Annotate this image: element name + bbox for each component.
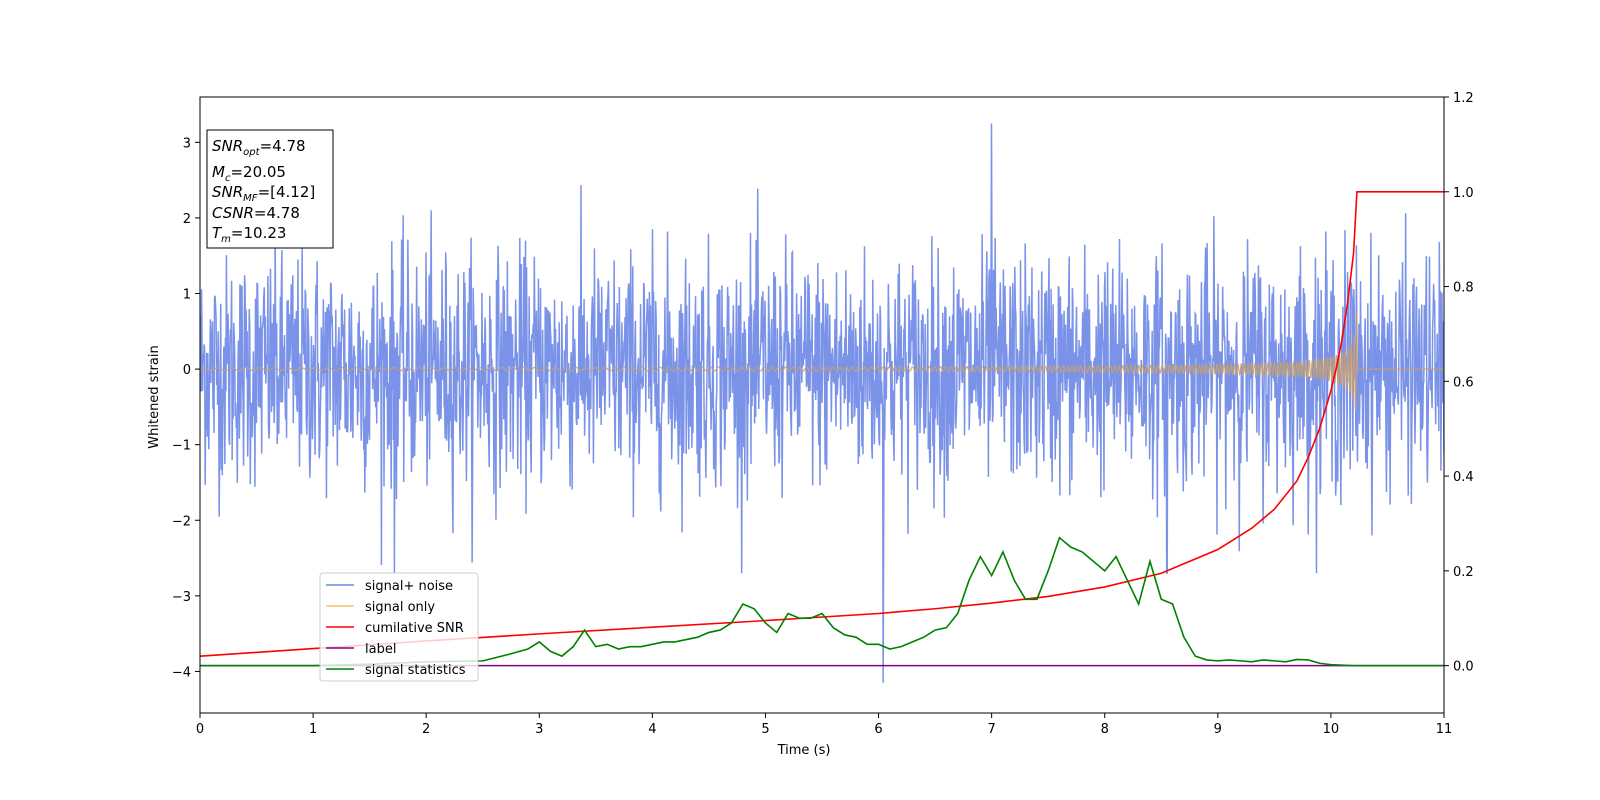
x-tick-label: 6 bbox=[874, 722, 882, 737]
series-signal-noise bbox=[200, 123, 1444, 683]
x-tick-label: 11 bbox=[1436, 722, 1453, 737]
y-tick-label-left: −1 bbox=[172, 439, 191, 454]
legend-label: cumilative SNR bbox=[365, 621, 464, 636]
series-cumulative-snr bbox=[200, 190, 1444, 657]
annotation-snr-opt: SNRopt=4.78 bbox=[212, 137, 306, 158]
y-tick-label-right: 0.2 bbox=[1453, 565, 1474, 580]
legend-item-signal-noise: signal+ noise bbox=[326, 579, 453, 594]
y-tick-label-left: 3 bbox=[183, 136, 191, 151]
x-tick-label: 7 bbox=[987, 722, 995, 737]
annotation-mc: Mc=20.05 bbox=[212, 163, 286, 184]
x-tick-label: 2 bbox=[422, 722, 430, 737]
legend-item-label: label bbox=[326, 642, 396, 657]
x-tick-label: 10 bbox=[1323, 722, 1340, 737]
y-tick-label-left: −3 bbox=[172, 590, 191, 605]
annotation-tm: Tm=10.23 bbox=[212, 224, 286, 245]
x-tick-label: 1 bbox=[309, 722, 317, 737]
x-tick-label: 9 bbox=[1214, 722, 1222, 737]
x-tick-label: 3 bbox=[535, 722, 543, 737]
y-tick-label-right: 0.6 bbox=[1453, 375, 1474, 390]
x-tick-label: 5 bbox=[761, 722, 769, 737]
y-tick-label-right: 0.0 bbox=[1453, 660, 1474, 675]
x-tick-label: 4 bbox=[648, 722, 656, 737]
legend: signal+ noise signal only cumilative SNR… bbox=[319, 572, 479, 682]
axes: 0 1 2 3 4 5 6 7 8 9 10 113210−1−2−3−41.21.00.80.60.… bbox=[172, 91, 1474, 737]
y-tick-label-right: 0.8 bbox=[1453, 281, 1474, 296]
y-tick-label-left: 1 bbox=[183, 288, 191, 303]
legend-label: signal only bbox=[365, 600, 435, 615]
y-axis-label-left: Whitened strain bbox=[147, 345, 162, 448]
x-axis-label: Time (s) bbox=[777, 743, 831, 758]
y-tick-label-right: 0.4 bbox=[1453, 470, 1474, 485]
series-signal-only bbox=[200, 312, 1444, 411]
annotation-snr-mf: SNRMF=[4.12] bbox=[212, 183, 315, 204]
legend-label: signal statistics bbox=[365, 663, 466, 678]
legend-item-signal-statistics: signal statistics bbox=[326, 663, 466, 678]
y-tick-label-left: 2 bbox=[183, 212, 191, 227]
series-signal-statistics bbox=[200, 536, 1444, 667]
y-tick-label-right: 1.0 bbox=[1453, 186, 1474, 201]
legend-label: signal+ noise bbox=[365, 579, 453, 594]
annotation-csnr: CSNR=4.78 bbox=[212, 204, 300, 222]
annotation-box: SNRopt=4.78 Mc=20.05 SNRMF=[4.12] CSNR=4… bbox=[206, 129, 334, 249]
x-tick-label: 0 bbox=[196, 722, 204, 737]
x-tick-label: 8 bbox=[1101, 722, 1109, 737]
legend-label: label bbox=[365, 642, 396, 657]
y-tick-label-right: 1.2 bbox=[1453, 91, 1474, 106]
y-tick-label-left: −4 bbox=[172, 665, 191, 680]
y-tick-label-left: 0 bbox=[183, 363, 191, 378]
y-tick-label-left: −2 bbox=[172, 514, 191, 529]
legend-item-cumulative-snr: cumilative SNR bbox=[326, 621, 464, 636]
plot-frame bbox=[199, 96, 1445, 714]
legend-item-signal-only: signal only bbox=[326, 600, 435, 615]
